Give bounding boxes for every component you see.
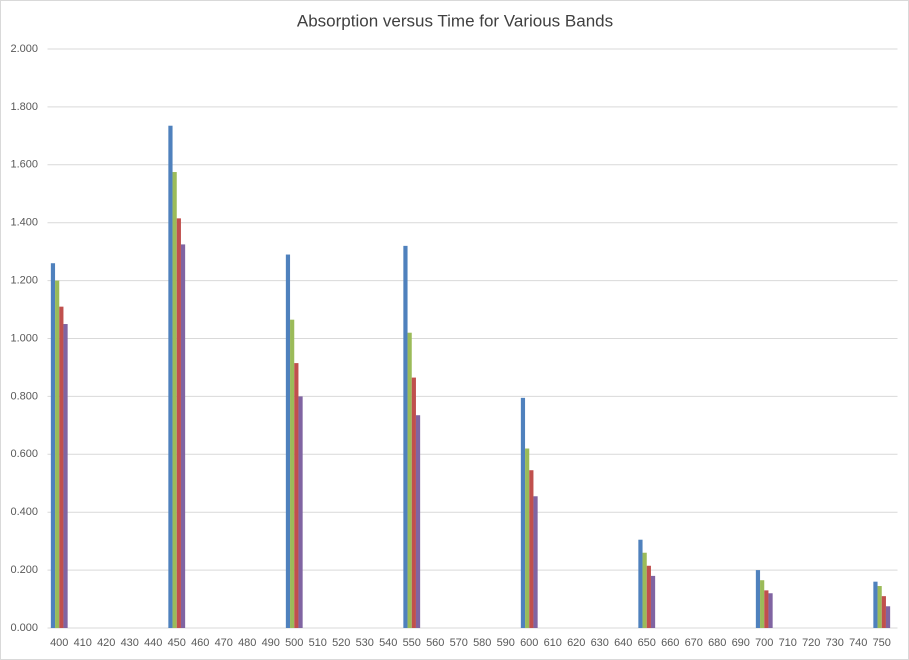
bar xyxy=(298,396,303,628)
bar xyxy=(533,496,538,628)
bar xyxy=(407,332,412,628)
y-tick-label: 0.800 xyxy=(10,390,38,402)
x-tick-label: 560 xyxy=(426,637,444,649)
bar xyxy=(525,448,530,628)
x-tick-label: 590 xyxy=(497,637,515,649)
x-tick-label: 700 xyxy=(755,637,773,649)
bar xyxy=(180,244,186,628)
x-tick-label: 750 xyxy=(873,637,891,649)
y-tick-label: 2.000 xyxy=(10,43,38,55)
x-tick-label: 720 xyxy=(802,637,820,649)
x-tick-label: 490 xyxy=(262,637,280,649)
x-tick-label: 680 xyxy=(708,637,726,649)
x-tick-label: 510 xyxy=(309,637,327,649)
x-tick-label: 400 xyxy=(50,637,68,649)
x-tick-label: 500 xyxy=(285,637,303,649)
y-tick-label: 1.800 xyxy=(10,101,38,113)
bar xyxy=(760,580,765,628)
x-tick-label: 610 xyxy=(544,637,562,649)
x-tick-label: 550 xyxy=(403,637,421,649)
x-tick-label: 470 xyxy=(215,637,233,649)
bar xyxy=(881,596,886,628)
bar xyxy=(646,565,651,628)
bar xyxy=(755,570,761,628)
y-tick-label: 0.200 xyxy=(10,564,38,576)
bar xyxy=(650,575,656,628)
x-tick-label: 460 xyxy=(191,637,209,649)
x-tick-label: 420 xyxy=(97,637,115,649)
bar xyxy=(764,590,769,628)
bar xyxy=(415,415,421,628)
x-tick-label: 600 xyxy=(520,637,538,649)
bar xyxy=(55,280,60,628)
x-tick-label: 640 xyxy=(614,637,632,649)
x-tick-label: 440 xyxy=(144,637,162,649)
bar xyxy=(63,324,68,628)
bar xyxy=(50,263,56,628)
x-tick-label: 670 xyxy=(685,637,703,649)
chart-title: Absorption versus Time for Various Bands xyxy=(297,11,613,30)
bar xyxy=(411,377,416,628)
x-tick-label: 520 xyxy=(332,637,350,649)
bar xyxy=(59,306,64,628)
x-tick-label: 650 xyxy=(638,637,656,649)
bar xyxy=(873,581,878,628)
y-tick-label: 1.000 xyxy=(10,332,38,344)
bar xyxy=(172,172,177,628)
x-tick-label: 410 xyxy=(74,637,92,649)
x-tick-label: 660 xyxy=(661,637,679,649)
y-tick-label: 0.000 xyxy=(10,622,38,634)
y-tick-label: 0.600 xyxy=(10,448,38,460)
bar xyxy=(877,586,882,628)
bar xyxy=(403,245,408,629)
x-tick-label: 540 xyxy=(379,637,397,649)
bar xyxy=(638,539,643,628)
x-tick-label: 480 xyxy=(238,637,256,649)
bar xyxy=(294,363,299,628)
x-tick-label: 530 xyxy=(356,637,374,649)
x-tick-label: 430 xyxy=(121,637,139,649)
y-tick-label: 1.600 xyxy=(10,159,38,171)
bar xyxy=(176,218,181,629)
bar xyxy=(285,254,291,629)
x-tick-label: 450 xyxy=(168,637,186,649)
x-tick-label: 630 xyxy=(591,637,609,649)
x-tick-label: 570 xyxy=(450,637,468,649)
bar xyxy=(768,593,773,628)
x-tick-label: 620 xyxy=(567,637,585,649)
x-tick-label: 580 xyxy=(473,637,491,649)
x-tick-label: 710 xyxy=(779,637,797,649)
bar xyxy=(168,125,173,628)
x-tick-label: 690 xyxy=(732,637,750,649)
bar xyxy=(642,552,647,628)
y-tick-label: 0.400 xyxy=(10,506,38,518)
y-tick-label: 1.400 xyxy=(10,217,38,229)
bar xyxy=(290,319,295,628)
bar xyxy=(885,606,891,628)
bar xyxy=(529,470,534,628)
bar xyxy=(520,397,526,628)
y-tick-label: 1.200 xyxy=(10,275,38,287)
x-tick-label: 740 xyxy=(849,637,867,649)
x-tick-label: 730 xyxy=(826,637,844,649)
